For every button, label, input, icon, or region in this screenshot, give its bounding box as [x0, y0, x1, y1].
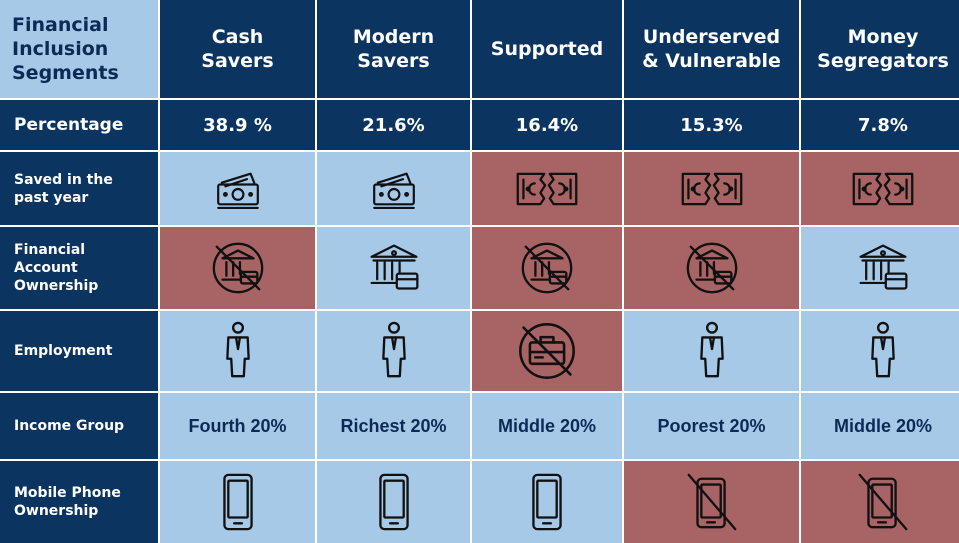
torn-banknote-icon [679, 168, 745, 210]
percentage-value: 7.8% [801, 100, 959, 150]
employment-cell [801, 311, 959, 391]
segment-header-money-segregators: Money Segregators [801, 0, 959, 98]
row-label-phone: Mobile Phone Ownership [0, 461, 158, 543]
account-cell [472, 227, 622, 309]
employment-cell [624, 311, 799, 391]
income-value: Poorest 20% [624, 393, 799, 459]
segment-header-supported: Supported [472, 0, 622, 98]
saved-cell [160, 152, 315, 225]
person-icon [863, 320, 903, 382]
segment-header-underserved: Underserved & Vulnerable [624, 0, 799, 98]
corner-title: Financial Inclusion Segments [0, 0, 158, 98]
income-value: Middle 20% [801, 393, 959, 459]
phone-cell [624, 461, 799, 543]
income-value: Middle 20% [472, 393, 622, 459]
torn-banknote-icon [514, 168, 580, 210]
percentage-value: 38.9 % [160, 100, 315, 150]
no-smartphone-icon [855, 471, 911, 533]
phone-cell [801, 461, 959, 543]
employment-cell [160, 311, 315, 391]
segment-header-cash-savers: Cash Savers [160, 0, 315, 98]
phone-cell [160, 461, 315, 543]
percentage-value: 21.6% [317, 100, 470, 150]
percentage-value: 16.4% [472, 100, 622, 150]
account-cell [160, 227, 315, 309]
smartphone-icon [374, 471, 414, 533]
row-label-account: Financial Account Ownership [0, 227, 158, 309]
saved-cell [472, 152, 622, 225]
smartphone-icon [218, 471, 258, 533]
person-icon [374, 320, 414, 382]
bank-card-icon [366, 240, 422, 296]
account-cell [801, 227, 959, 309]
person-icon [218, 320, 258, 382]
no-briefcase-icon [515, 319, 579, 383]
no-bank-icon [518, 239, 576, 297]
no-smartphone-icon [684, 471, 740, 533]
money-stack-icon [367, 166, 421, 212]
phone-cell [317, 461, 470, 543]
row-label-income: Income Group [0, 393, 158, 459]
segment-header-modern-savers: Modern Savers [317, 0, 470, 98]
torn-banknote-icon [850, 168, 916, 210]
money-stack-icon [211, 166, 265, 212]
employment-cell [317, 311, 470, 391]
row-label-employment: Employment [0, 311, 158, 391]
employment-cell [472, 311, 622, 391]
no-bank-icon [209, 239, 267, 297]
phone-cell [472, 461, 622, 543]
no-bank-icon [683, 239, 741, 297]
saved-cell [317, 152, 470, 225]
income-value: Richest 20% [317, 393, 470, 459]
income-value: Fourth 20% [160, 393, 315, 459]
percentage-value: 15.3% [624, 100, 799, 150]
person-icon [692, 320, 732, 382]
row-label-percentage: Percentage [0, 100, 158, 150]
saved-cell [624, 152, 799, 225]
bank-card-icon [855, 240, 911, 296]
smartphone-icon [527, 471, 567, 533]
account-cell [317, 227, 470, 309]
account-cell [624, 227, 799, 309]
saved-cell [801, 152, 959, 225]
row-label-saved: Saved in the past year [0, 152, 158, 225]
